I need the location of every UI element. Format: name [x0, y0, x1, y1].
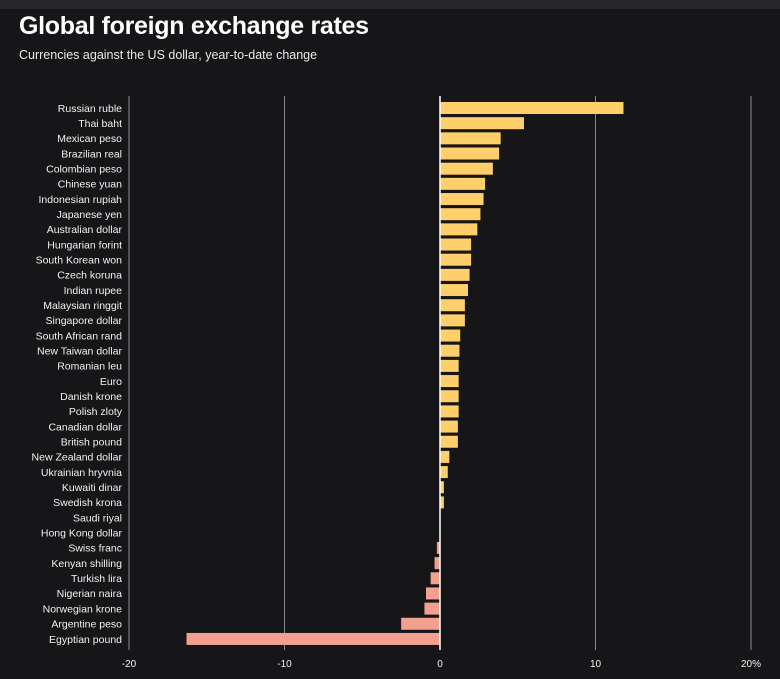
bar [440, 375, 459, 388]
bar [440, 450, 450, 463]
category-label: Norwegian krone [43, 603, 123, 615]
category-label: Brazilian real [61, 148, 122, 160]
bar [440, 193, 484, 206]
category-label: South African rand [36, 330, 123, 342]
category-label: British pound [61, 437, 122, 449]
category-label: Ukrainian hryvnia [41, 467, 122, 479]
category-label: Euro [100, 376, 122, 388]
bar [440, 496, 444, 509]
bar [440, 102, 624, 114]
bar [440, 299, 465, 312]
x-tick-label: 10 [590, 659, 602, 670]
top-bar [0, 0, 780, 9]
category-label: Egyptian pound [49, 634, 122, 646]
category-label: Polish zloty [69, 406, 123, 418]
category-label: Hungarian forint [47, 239, 122, 251]
bar [440, 390, 459, 403]
bar [440, 117, 524, 130]
category-label: Singapore dollar [46, 315, 123, 327]
bar [434, 557, 440, 570]
bar [424, 602, 440, 615]
bar [440, 147, 500, 160]
category-label: Chinese yuan [58, 179, 122, 191]
category-label: Indian rupee [64, 285, 123, 297]
category-label: Argentine peso [51, 619, 122, 631]
bar [430, 572, 440, 585]
category-label: Thai baht [78, 118, 122, 130]
grid-layer [128, 96, 752, 650]
category-label: Colombian peso [46, 163, 122, 175]
bar [186, 632, 440, 645]
bar [440, 481, 444, 494]
bar [440, 359, 459, 372]
category-label: New Taiwan dollar [37, 346, 123, 358]
bar [440, 208, 481, 221]
bar [440, 268, 470, 281]
category-label: Nigerian naira [57, 588, 123, 600]
category-label: Indonesian rupiah [39, 194, 123, 206]
x-tick-label: 0 [437, 659, 443, 670]
category-label: Kuwaiti dinar [62, 482, 123, 494]
category-label: South Korean won [36, 255, 123, 267]
bar [440, 253, 472, 266]
bar [440, 420, 458, 433]
bar [426, 587, 440, 600]
category-label: Hong Kong dollar [41, 528, 123, 540]
category-label: Czech koruna [57, 270, 122, 282]
chart-title: Global foreign exchange rates [19, 12, 369, 40]
x-tick-label: 20% [741, 659, 761, 670]
tick-label-layer: -20 -10 0 10 20% [122, 659, 761, 670]
bar [440, 162, 493, 175]
category-label: Canadian dollar [48, 421, 122, 433]
bar-layer [186, 102, 624, 645]
category-label: New Zealand dollar [32, 452, 123, 464]
chart-subtitle: Currencies against the US dollar, year-t… [19, 48, 318, 62]
bar [436, 541, 440, 554]
bar [440, 238, 472, 251]
category-label: Swedish krona [53, 497, 122, 509]
category-label: Saudi riyal [73, 512, 122, 524]
category-label: Danish krone [60, 391, 122, 403]
bar [440, 177, 486, 190]
category-label: Russian ruble [58, 103, 122, 115]
category-label: Romanian leu [57, 361, 122, 373]
category-label: Malaysian ringgit [43, 300, 122, 312]
x-tick-label: -10 [277, 659, 292, 670]
bar [440, 314, 465, 327]
bar [440, 223, 478, 236]
bar [440, 405, 459, 418]
category-label: Turkish lira [71, 573, 122, 585]
bar [440, 466, 448, 479]
category-label: Japanese yen [57, 209, 123, 221]
bar [440, 329, 461, 342]
bar [440, 132, 501, 145]
x-tick-label: -20 [122, 659, 137, 670]
category-label: Mexican peso [57, 133, 122, 145]
bar [440, 284, 468, 297]
category-label: Kenyan shilling [51, 558, 122, 570]
category-label-layer: Russian ruble Thai baht Mexican peso Brazil… [32, 103, 123, 646]
category-label: Swiss franc [68, 543, 122, 555]
category-label: Australian dollar [47, 224, 123, 236]
bar [401, 617, 440, 630]
bar [440, 435, 458, 448]
bar [440, 344, 460, 357]
